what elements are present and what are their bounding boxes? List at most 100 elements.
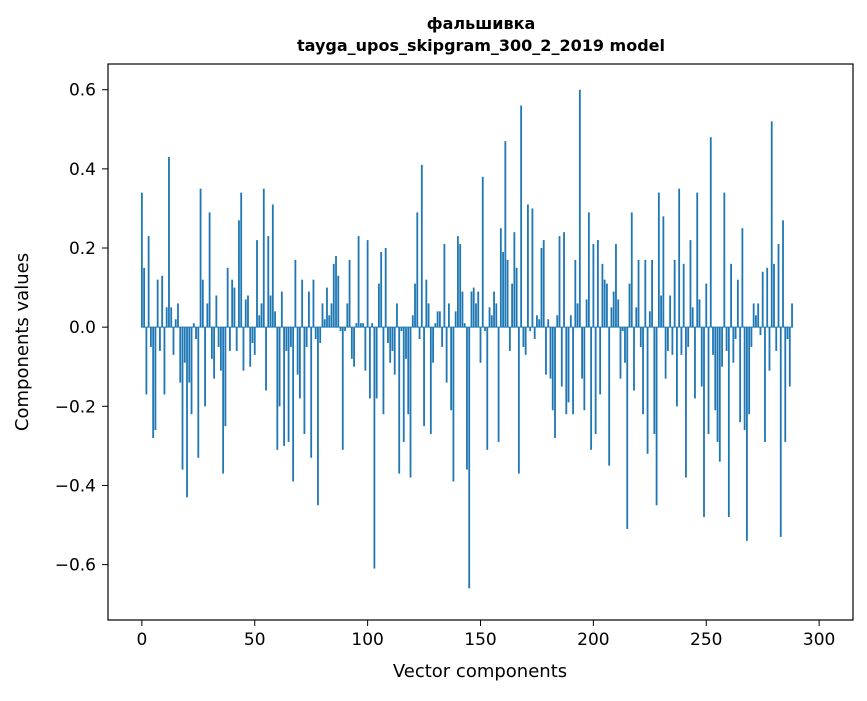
bar-103 bbox=[373, 327, 376, 569]
bar-219 bbox=[635, 307, 638, 328]
bar-41 bbox=[233, 287, 236, 328]
bar-228 bbox=[655, 327, 658, 506]
y-tick-label: 0.2 bbox=[69, 239, 96, 259]
bar-185 bbox=[558, 236, 561, 328]
x-tick-label: 50 bbox=[244, 630, 266, 650]
bar-172 bbox=[529, 327, 532, 332]
bar-66 bbox=[289, 327, 292, 347]
bar-79 bbox=[319, 327, 322, 343]
bar-97 bbox=[359, 323, 362, 328]
bar-105 bbox=[378, 283, 380, 328]
bar-90 bbox=[344, 327, 346, 332]
bar-95 bbox=[355, 323, 358, 328]
bar-109 bbox=[387, 327, 389, 343]
x-tick-label: 200 bbox=[577, 630, 609, 650]
bar-196 bbox=[583, 327, 586, 411]
bar-77 bbox=[314, 327, 317, 340]
bar-14 bbox=[172, 327, 175, 355]
bar-167 bbox=[517, 327, 520, 474]
bar-152 bbox=[484, 327, 486, 332]
bar-43 bbox=[238, 220, 240, 328]
y-tick-label: −0.2 bbox=[55, 397, 96, 417]
bar-221 bbox=[639, 327, 642, 347]
bar-37 bbox=[224, 327, 227, 427]
bar-7 bbox=[156, 279, 159, 328]
bar-24 bbox=[195, 327, 197, 340]
y-tick-label: 0.4 bbox=[69, 160, 96, 180]
bar-192 bbox=[574, 259, 577, 328]
bar-49 bbox=[251, 327, 254, 343]
bar-54 bbox=[262, 188, 265, 328]
bar-17 bbox=[179, 327, 182, 383]
bar-81 bbox=[323, 319, 326, 328]
bar-155 bbox=[490, 315, 493, 328]
bar-273 bbox=[757, 303, 760, 328]
bar-46 bbox=[244, 299, 247, 328]
bar-213 bbox=[621, 327, 624, 332]
bar-122 bbox=[416, 212, 419, 328]
bar-55 bbox=[265, 327, 267, 391]
bar-16 bbox=[177, 303, 179, 328]
bar-150 bbox=[479, 327, 482, 363]
bar-173 bbox=[531, 208, 534, 328]
bar-82 bbox=[326, 287, 328, 328]
bar-6 bbox=[154, 327, 157, 431]
bar-8 bbox=[159, 327, 161, 351]
bar-215 bbox=[626, 327, 629, 529]
bar-214 bbox=[624, 327, 626, 363]
bar-250 bbox=[705, 283, 708, 328]
bar-26 bbox=[199, 188, 202, 328]
bar-253 bbox=[712, 327, 714, 355]
bar-13 bbox=[170, 307, 173, 328]
bar-57 bbox=[269, 295, 272, 328]
bar-174 bbox=[533, 327, 536, 340]
bar-130 bbox=[434, 323, 437, 328]
bar-162 bbox=[506, 259, 509, 328]
bar-28 bbox=[204, 327, 206, 407]
bar-31 bbox=[210, 327, 213, 359]
bar-257 bbox=[721, 327, 723, 367]
bar-65 bbox=[287, 327, 290, 442]
bar-256 bbox=[718, 327, 721, 462]
bar-233 bbox=[666, 327, 669, 351]
bar-235 bbox=[671, 327, 674, 355]
bar-245 bbox=[694, 327, 696, 399]
bar-284 bbox=[782, 220, 784, 328]
bar-117 bbox=[405, 327, 407, 359]
bar-39 bbox=[229, 327, 231, 351]
bar-27 bbox=[201, 279, 204, 328]
bar-223 bbox=[644, 259, 647, 328]
bar-281 bbox=[775, 327, 778, 351]
bar-151 bbox=[481, 176, 484, 328]
bar-262 bbox=[732, 327, 735, 363]
bar-287 bbox=[788, 327, 791, 387]
bar-271 bbox=[752, 303, 755, 328]
bar-191 bbox=[572, 327, 574, 415]
bar-246 bbox=[696, 192, 699, 328]
bar-238 bbox=[678, 188, 681, 328]
bar-68 bbox=[294, 259, 297, 328]
bar-114 bbox=[398, 327, 401, 474]
bar-189 bbox=[567, 327, 570, 403]
bar-154 bbox=[488, 307, 491, 328]
bar-73 bbox=[305, 327, 308, 347]
bar-10 bbox=[163, 327, 166, 395]
bar-210 bbox=[615, 244, 617, 328]
bar-177 bbox=[540, 248, 543, 328]
bar-183 bbox=[554, 327, 556, 438]
bar-71 bbox=[301, 279, 304, 328]
y-tick-label: 0.6 bbox=[69, 81, 96, 101]
bar-86 bbox=[335, 255, 337, 328]
y-axis-ticks: 0.6 0.4 0.2 0.0 −0.2 −0.4 −0.6 bbox=[55, 81, 108, 576]
bar-124 bbox=[420, 164, 423, 328]
bar-135 bbox=[445, 327, 448, 383]
bar-29 bbox=[206, 303, 209, 328]
x-axis-ticks: 0 50 100 150 200 250 300 bbox=[136, 620, 835, 650]
bar-34 bbox=[217, 327, 220, 347]
bar-87 bbox=[337, 275, 340, 328]
bar-102 bbox=[371, 323, 374, 328]
bar-204 bbox=[601, 263, 604, 328]
bar-63 bbox=[283, 327, 285, 446]
bar-50 bbox=[253, 327, 256, 355]
bar-200 bbox=[592, 244, 595, 328]
